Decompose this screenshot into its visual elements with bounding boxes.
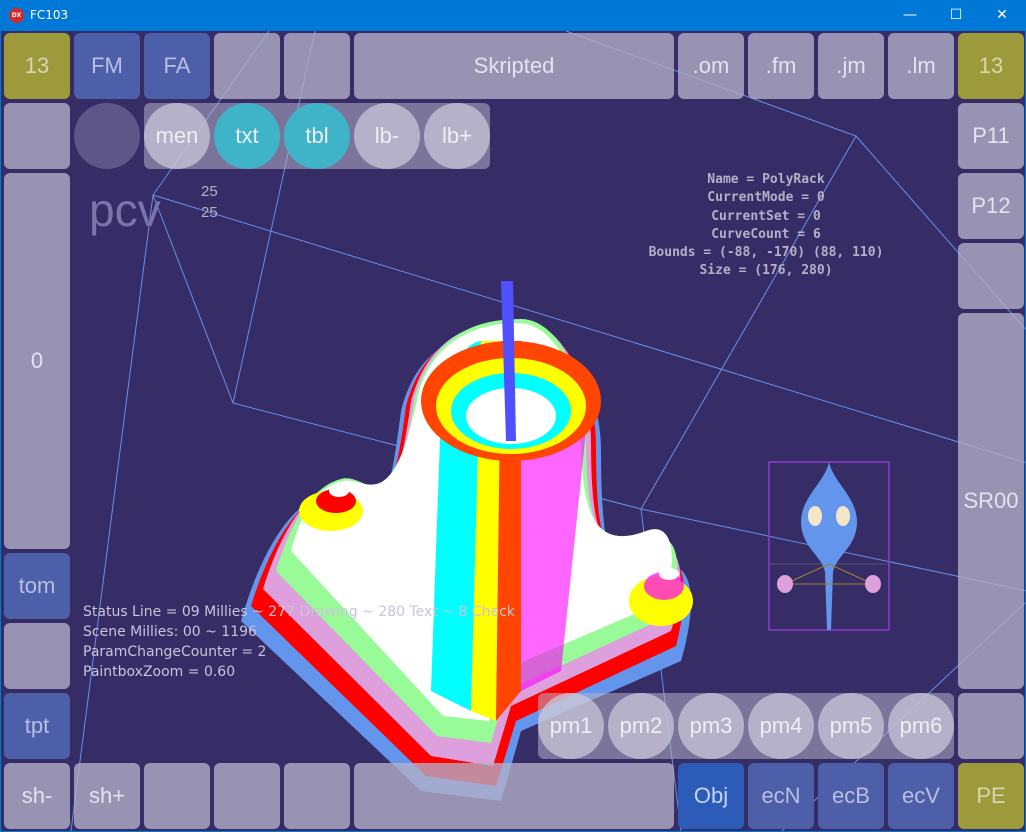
jm-button[interactable]: .jm	[818, 33, 884, 99]
lb-plus-button[interactable]: lb+	[424, 103, 490, 169]
p11-button[interactable]: P11	[958, 103, 1024, 169]
fa-button[interactable]: FA	[144, 33, 210, 99]
counter-2: 25	[201, 204, 218, 221]
sh-minus-button[interactable]: sh-	[4, 763, 70, 829]
p12-button[interactable]: P12	[958, 173, 1024, 239]
bottom-blank-button-1[interactable]	[144, 763, 210, 829]
pm5-button[interactable]: pm5	[818, 693, 884, 759]
ecb-button[interactable]: ecB	[818, 763, 884, 829]
pm-panel	[538, 693, 954, 759]
paintbox-zoom: PaintboxZoom = 0.60	[83, 664, 236, 680]
info-panel: Name = PolyRack CurrentMode = 0 CurrentS…	[611, 171, 921, 281]
tpt-button[interactable]: tpt	[4, 693, 70, 759]
top-13-button[interactable]: 13	[4, 33, 70, 99]
right-blank-button-2[interactable]	[958, 693, 1024, 759]
pe-button[interactable]: PE	[958, 763, 1024, 829]
right-blank-button-1[interactable]	[958, 243, 1024, 309]
left-blank-button-2[interactable]	[4, 623, 70, 689]
app-icon: DX	[9, 8, 24, 23]
obj-button[interactable]: Obj	[678, 763, 744, 829]
top-right-13-button[interactable]: 13	[958, 33, 1024, 99]
pm4-button[interactable]: pm4	[748, 693, 814, 759]
bottom-wide-button[interactable]	[354, 763, 674, 829]
pm1-button[interactable]: pm1	[538, 693, 604, 759]
info-size: Size = (176, 280)	[699, 263, 833, 279]
fm-ext-button[interactable]: .fm	[748, 33, 814, 99]
info-name: Name = PolyRack	[707, 172, 825, 187]
info-curvecount: CurveCount = 6	[711, 226, 821, 242]
txt-button[interactable]: txt	[214, 103, 280, 169]
counter-1: 25	[201, 183, 218, 200]
param-change-counter: ParamChangeCounter = 2	[83, 644, 267, 660]
pm6-button[interactable]: pm6	[888, 693, 954, 759]
scene-millies: Scene Millies: 00 ~ 1196	[83, 624, 257, 640]
dark-circle-button[interactable]	[74, 103, 140, 169]
lb-minus-button[interactable]: lb-	[354, 103, 420, 169]
fm-button[interactable]: FM	[74, 33, 140, 99]
scene-graphics	[70, 31, 1025, 831]
info-bounds: Bounds = (-88, -170) (88, 110)	[648, 245, 884, 261]
window-title: FC103	[30, 8, 69, 22]
close-button[interactable]: ✕	[996, 7, 1008, 23]
pm3-button[interactable]: pm3	[678, 693, 744, 759]
tbl-button[interactable]: tbl	[284, 103, 350, 169]
ecv-button[interactable]: ecV	[888, 763, 954, 829]
bottom-blank-button-2[interactable]	[214, 763, 280, 829]
bottom-blank-button-3[interactable]	[284, 763, 350, 829]
pm2-button[interactable]: pm2	[608, 693, 674, 759]
left-blank-button-1[interactable]	[4, 103, 70, 169]
lm-button[interactable]: .lm	[888, 33, 954, 99]
ecn-button[interactable]: ecN	[748, 763, 814, 829]
canvas-title: pcv	[89, 184, 161, 236]
minimap	[768, 461, 890, 631]
sh-plus-button[interactable]: sh+	[74, 763, 140, 829]
top-blank-button-1[interactable]	[214, 33, 280, 99]
sr00-button[interactable]: SR00	[958, 313, 1024, 689]
polyrack-3d-shape	[241, 281, 693, 801]
status-line: Status Line = 09 Millies ~ 277 Drawing ~…	[83, 604, 515, 620]
minimize-button[interactable]: —	[903, 7, 917, 23]
men-button[interactable]: men	[144, 103, 210, 169]
status-text: Status Line = 09 Millies ~ 277 Drawing ~…	[83, 602, 515, 682]
maximize-button[interactable]: ☐	[949, 7, 963, 23]
zero-button[interactable]: 0	[4, 173, 70, 549]
top-blank-button-2[interactable]	[284, 33, 350, 99]
paintbox-canvas[interactable]: pcv 25 25 Name = PolyRack CurrentMode = …	[0, 31, 1026, 832]
info-mode: CurrentMode = 0	[707, 190, 825, 206]
title-bar: DX FC103 — ☐ ✕	[0, 0, 1026, 31]
tom-button[interactable]: tom	[4, 553, 70, 619]
skripted-button[interactable]: Skripted	[354, 33, 674, 99]
om-button[interactable]: .om	[678, 33, 744, 99]
info-set: CurrentSet = 0	[711, 208, 821, 224]
